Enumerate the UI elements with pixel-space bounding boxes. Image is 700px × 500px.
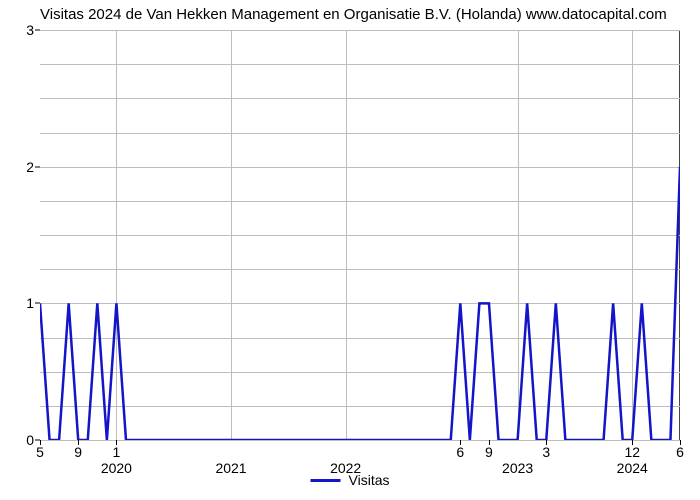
y-tick-label: 1 <box>0 295 34 311</box>
x-tick-major-label: 2021 <box>215 460 246 476</box>
x-tick-minor-label: 9 <box>74 444 82 460</box>
x-tick-major-label: 2024 <box>617 460 648 476</box>
h-gridline <box>40 440 680 441</box>
x-tick-mark <box>546 440 547 445</box>
x-tick-minor-label: 1 <box>113 444 121 460</box>
x-tick-minor-label: 9 <box>485 444 493 460</box>
x-tick-minor-label: 6 <box>676 444 684 460</box>
x-tick-mark <box>489 440 490 445</box>
legend-label: Visitas <box>349 472 390 488</box>
x-tick-mark <box>632 440 633 445</box>
x-tick-mark <box>460 440 461 445</box>
x-tick-minor-label: 5 <box>36 444 44 460</box>
x-tick-major-label: 2020 <box>101 460 132 476</box>
legend: Visitas <box>311 472 390 488</box>
x-tick-mark <box>680 440 681 445</box>
x-tick-mark <box>78 440 79 445</box>
x-tick-minor-label: 12 <box>624 444 640 460</box>
x-tick-mark <box>40 440 41 445</box>
y-tick-label: 0 <box>0 432 34 448</box>
line-chart-svg <box>40 30 680 440</box>
legend-swatch <box>311 479 341 482</box>
y-tick-label: 2 <box>0 159 34 175</box>
x-tick-minor-label: 3 <box>542 444 550 460</box>
series-line <box>40 167 680 440</box>
chart-title: Visitas 2024 de Van Hekken Management en… <box>40 6 667 23</box>
y-tick-label: 3 <box>0 22 34 38</box>
x-tick-major-label: 2023 <box>502 460 533 476</box>
x-tick-minor-label: 6 <box>456 444 464 460</box>
x-tick-mark <box>116 440 117 445</box>
